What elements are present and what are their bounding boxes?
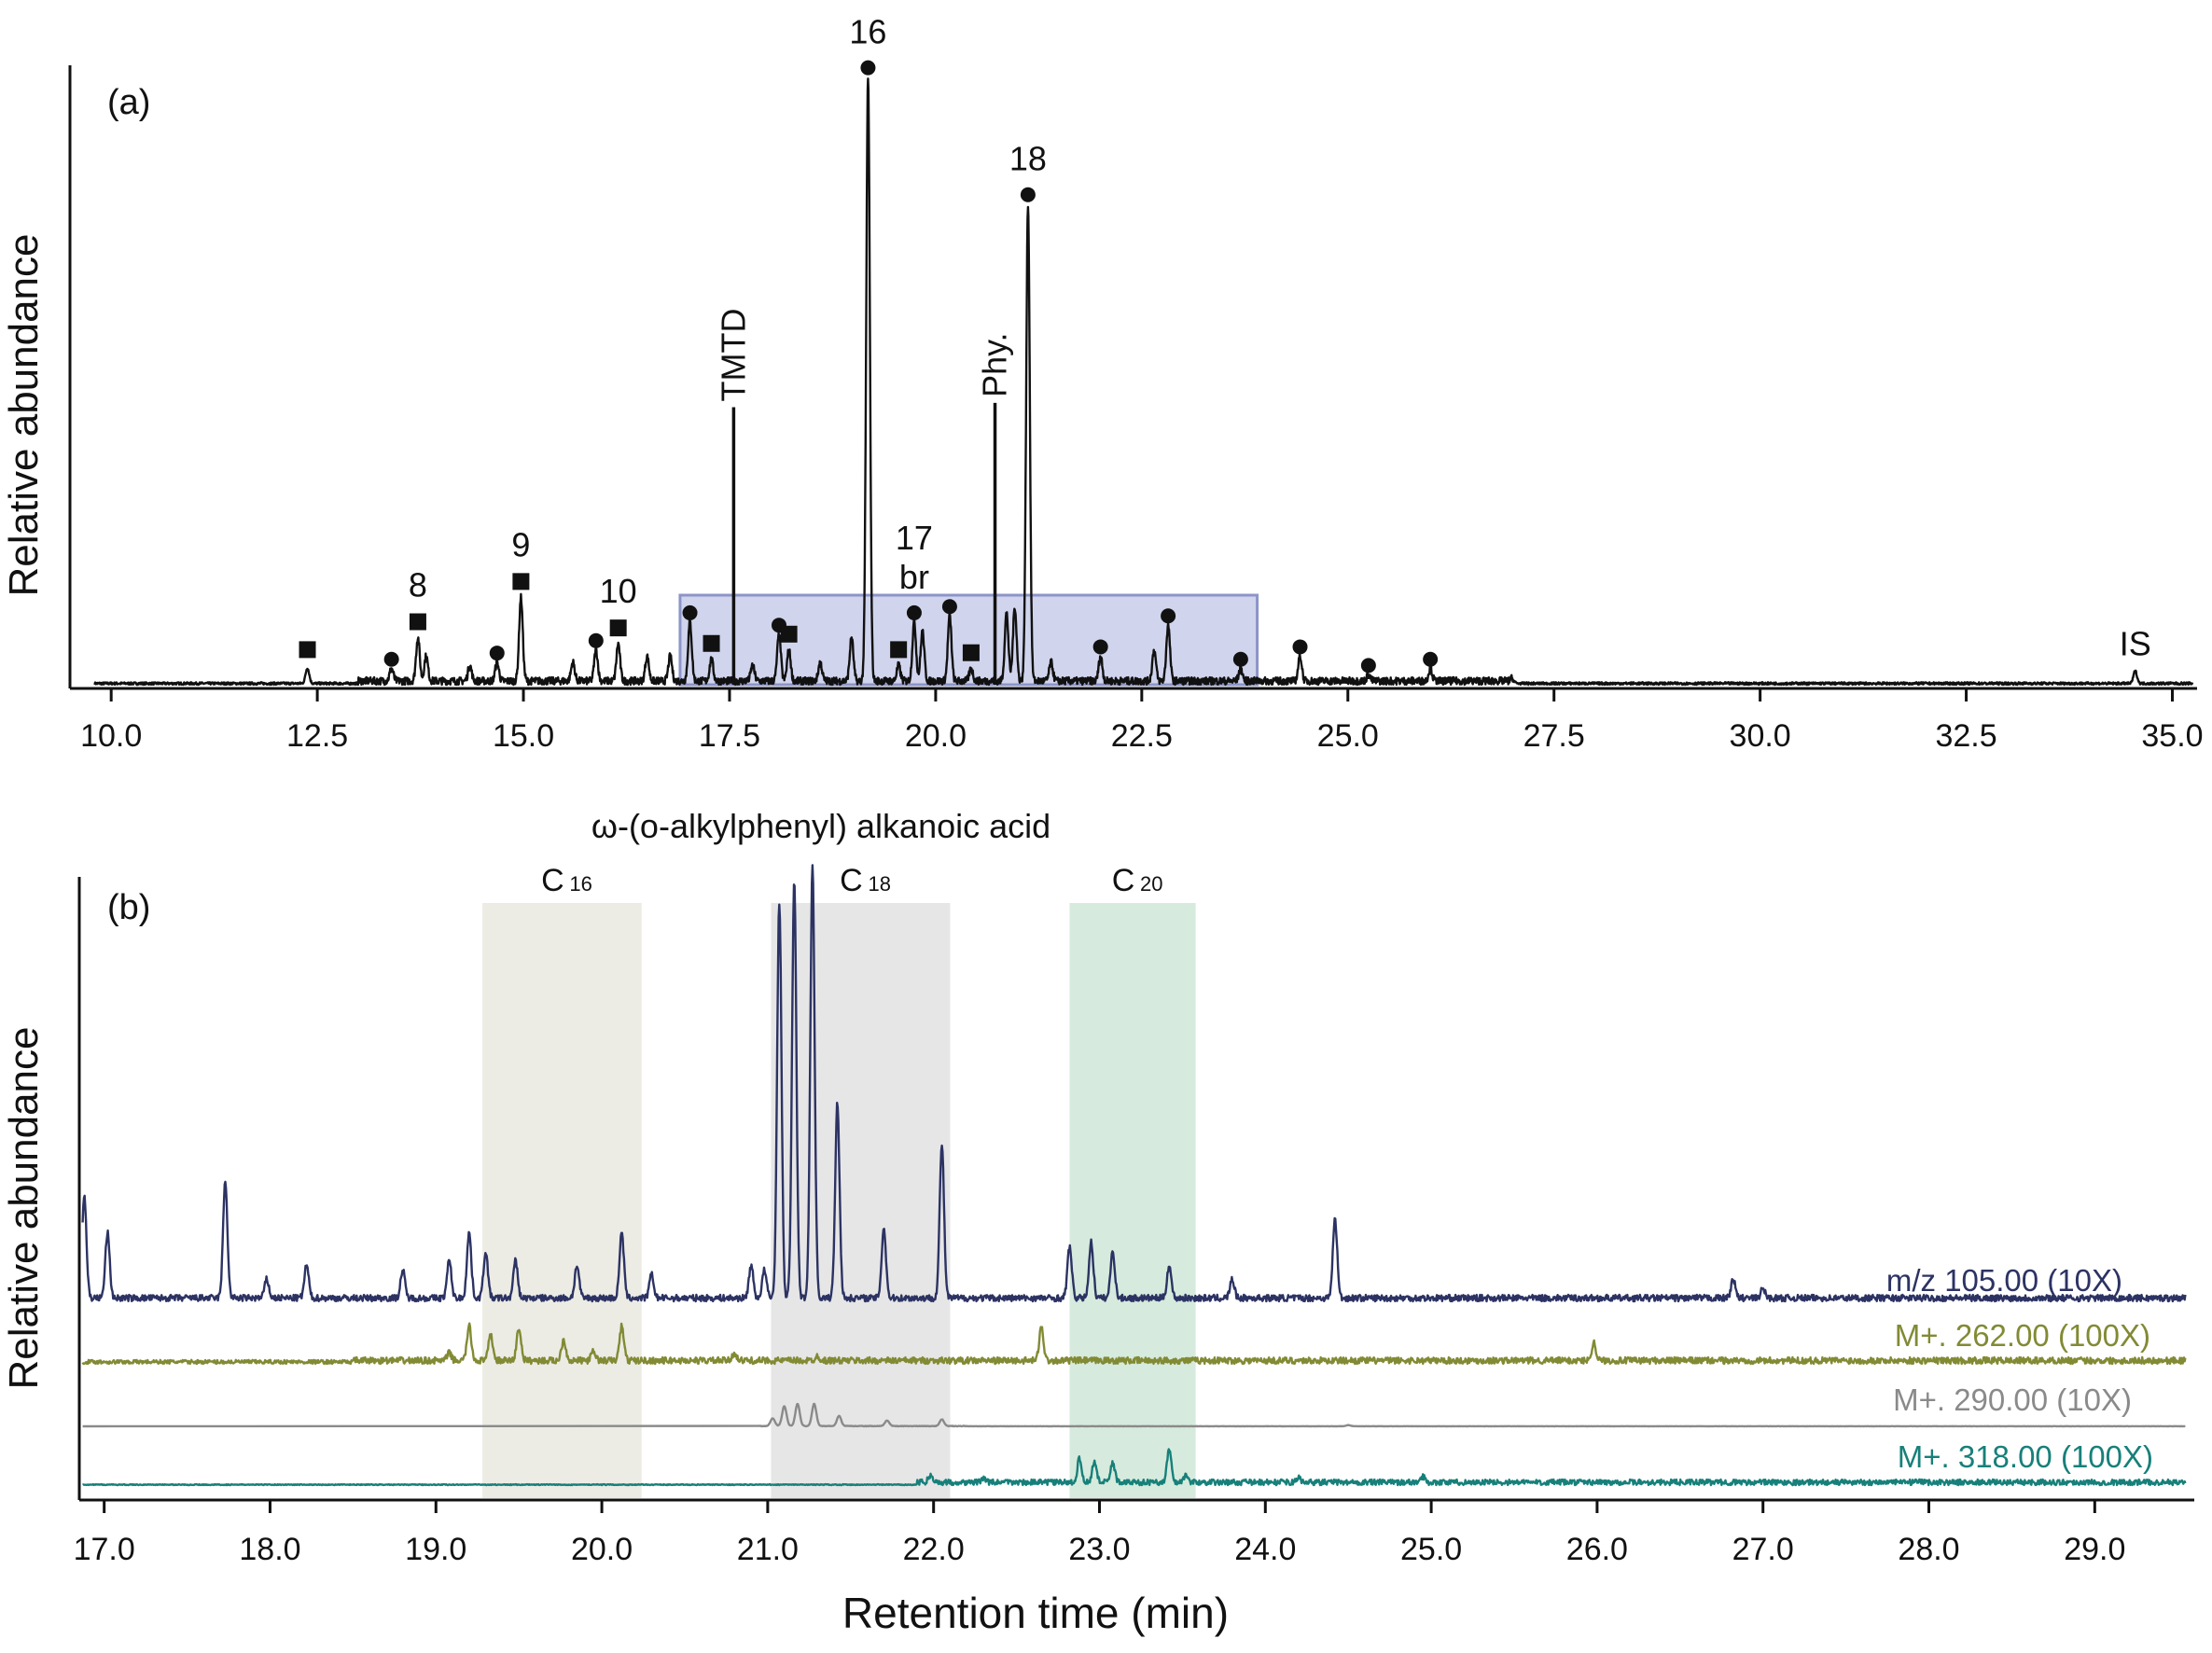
carbon-number-band — [771, 903, 951, 1498]
circle-marker — [860, 60, 876, 76]
x-tick-label: 22.5 — [1111, 718, 1173, 754]
x-tick-label: 35.0 — [2141, 718, 2203, 754]
panel-label-a: (a) — [107, 83, 150, 122]
panel-label-b: (b) — [107, 888, 150, 927]
x-tick-label: 15.0 — [493, 718, 554, 754]
x-tick-label: 19.0 — [405, 1532, 466, 1567]
square-marker — [703, 634, 720, 652]
peak-label: 17 br — [896, 519, 933, 596]
square-marker — [409, 613, 426, 631]
peak-label: 16 — [849, 13, 886, 51]
y-axis-label: Relative abundance — [1, 1027, 47, 1390]
x-tick-label: 17.5 — [699, 718, 760, 754]
x-tick-label: 23.0 — [1068, 1532, 1130, 1567]
band-subscript: 20 — [1140, 872, 1162, 896]
ion-trace — [82, 1402, 2186, 1428]
x-tick-label: 25.0 — [1400, 1532, 1462, 1567]
circle-marker — [1020, 187, 1036, 202]
trace-label: M+. 290.00 (10X) — [1893, 1382, 2132, 1417]
x-axis-label: Retention time (min) — [842, 1589, 1229, 1637]
x-tick-label: 18.0 — [239, 1532, 300, 1567]
chromatogram-trace — [93, 77, 2194, 687]
carbon-number-band — [1069, 903, 1196, 1498]
x-tick-label: 20.0 — [905, 718, 967, 754]
square-marker — [512, 573, 530, 590]
circle-marker — [489, 646, 505, 661]
peak-label: 9 — [511, 525, 530, 563]
circle-marker — [1292, 639, 1308, 655]
square-marker — [780, 625, 798, 643]
trace-label: m/z 105.00 (10X) — [1886, 1263, 2122, 1298]
circle-marker — [1161, 608, 1176, 624]
square-marker — [962, 644, 980, 661]
carbon-number-band — [482, 903, 642, 1498]
band-subscript: 18 — [868, 872, 890, 896]
peak-label: Phy. — [976, 333, 1014, 397]
x-tick-label: 30.0 — [1730, 718, 1791, 754]
compound-class-title: ω-(o-alkylphenyl) alkanoic acid — [591, 807, 1050, 845]
circle-marker — [906, 604, 922, 620]
ion-trace — [81, 864, 2187, 1303]
x-tick-label: 20.0 — [571, 1532, 633, 1567]
band-label: C — [840, 863, 863, 898]
x-tick-label: 27.5 — [1523, 718, 1585, 754]
trace-label: M+. 318.00 (100X) — [1898, 1439, 2153, 1474]
square-marker — [609, 619, 627, 637]
x-tick-label: 22.0 — [903, 1532, 965, 1567]
x-tick-label: 17.0 — [74, 1532, 135, 1567]
y-axis-label: Relative abundance — [1, 234, 47, 597]
x-tick-label: 12.5 — [286, 718, 348, 754]
x-tick-label: 10.0 — [80, 718, 142, 754]
peak-label: TMTD — [714, 309, 752, 402]
square-marker — [890, 641, 908, 659]
circle-marker — [1232, 651, 1248, 667]
x-tick-label: 29.0 — [2064, 1532, 2125, 1567]
circle-marker — [383, 651, 399, 667]
x-tick-label: 24.0 — [1234, 1532, 1296, 1567]
x-tick-label: 32.5 — [1935, 718, 1996, 754]
peak-label: 18 — [1009, 140, 1047, 178]
x-tick-label: 25.0 — [1317, 718, 1379, 754]
circle-marker — [1360, 658, 1376, 674]
circle-marker — [1092, 639, 1108, 655]
chromatogram-panel-b: ω-(o-alkylphenyl) alkanoic acid C 16 C 18 C 2… — [1, 807, 2194, 1637]
peak-label: IS — [2120, 625, 2151, 663]
band-label: C — [541, 863, 564, 898]
ion-trace — [81, 1322, 2187, 1366]
x-tick-label: 27.0 — [1732, 1532, 1794, 1567]
circle-marker — [1423, 651, 1439, 667]
x-tick-label: 21.0 — [737, 1532, 799, 1567]
band-subscript: 16 — [569, 872, 591, 896]
peak-label: 8 — [409, 566, 427, 604]
x-tick-label: 28.0 — [1898, 1532, 1959, 1567]
circle-marker — [588, 632, 604, 648]
chromatogram-panel-a: 8 9 10 TMTD 16 17 br Phy. 18 IS 10.0 12.5 15.0 17.5 2… — [1, 13, 2204, 754]
circle-marker — [941, 599, 957, 615]
peak-label: 10 — [600, 572, 637, 610]
circle-marker — [682, 604, 698, 620]
band-label: C — [1112, 863, 1135, 898]
x-tick-label: 26.0 — [1566, 1532, 1628, 1567]
square-marker — [299, 641, 316, 659]
ion-trace — [82, 1448, 2187, 1487]
trace-label: M+. 262.00 (100X) — [1895, 1318, 2150, 1353]
